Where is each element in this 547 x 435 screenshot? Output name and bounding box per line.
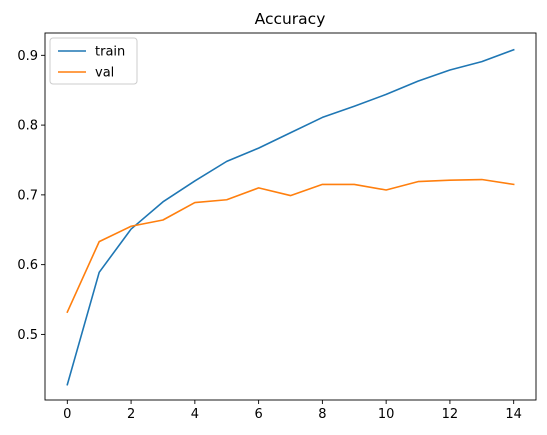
y-tick-label: 0.9: [17, 49, 38, 64]
x-tick-label: 0: [63, 407, 71, 422]
legend-label-val: val: [95, 66, 114, 81]
y-tick-label: 0.6: [17, 258, 38, 273]
y-tick-label: 0.8: [17, 119, 38, 134]
x-tick-label: 14: [505, 407, 522, 422]
y-tick-label: 0.5: [17, 328, 38, 343]
axes-layer: 0 2 4 6 8 10 12 14 0.5 0.6 0.7 0.8 0.9: [17, 32, 537, 422]
x-tick-label: 10: [378, 407, 395, 422]
x-tick-label: 8: [318, 407, 326, 422]
axes-frame: [44, 32, 537, 401]
legend: train val: [49, 37, 138, 85]
legend-label-train: train: [95, 45, 125, 60]
y-tick-label: 0.7: [17, 188, 38, 203]
chart-title: Accuracy: [255, 10, 326, 28]
plot-layer: [66, 48, 515, 386]
series-line-train: [66, 48, 515, 386]
x-tick-label: 12: [442, 407, 459, 422]
x-tick-label: 6: [254, 407, 262, 422]
series-line-val: [66, 178, 515, 314]
x-tick-label: 2: [127, 407, 135, 422]
x-tick-label: 4: [191, 407, 199, 422]
